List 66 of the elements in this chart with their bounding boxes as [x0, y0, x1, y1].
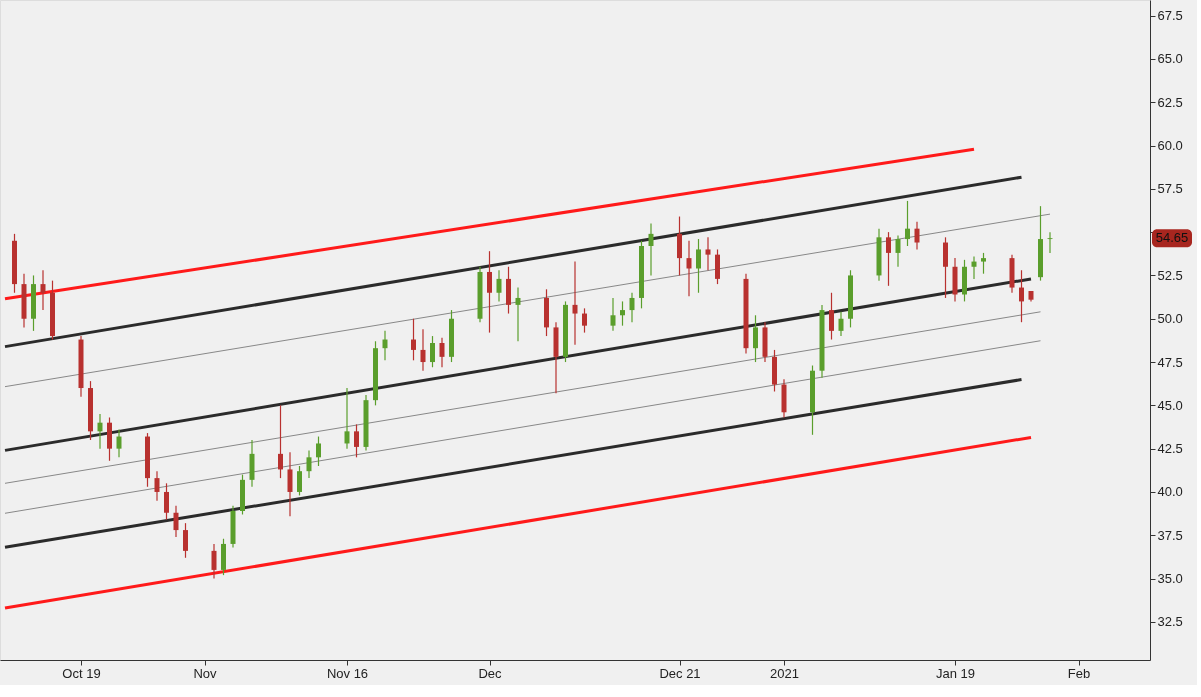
candlestick	[1019, 269, 1024, 323]
candlestick	[753, 314, 758, 363]
candlestick	[895, 234, 901, 268]
candlestick	[838, 311, 844, 337]
candlestick	[705, 236, 711, 271]
candlestick	[154, 470, 160, 502]
x-tick-label: Jan 19	[935, 665, 976, 681]
candlestick	[354, 423, 359, 458]
x-tick-label: Nov 16	[326, 665, 369, 681]
candlestick	[316, 435, 321, 467]
candlestick	[496, 269, 502, 303]
candlestick	[620, 300, 625, 327]
x-tick-label: Dec 21	[659, 665, 701, 681]
y-tick-label: 40.0	[1157, 484, 1183, 500]
candlestick	[420, 328, 426, 372]
x-tick-label: 2021	[770, 665, 799, 681]
y-tick-label: 62.5	[1157, 94, 1183, 110]
candlestick	[648, 222, 654, 277]
x-tick-label: Dec	[478, 665, 503, 681]
candlestick	[306, 449, 312, 479]
y-tick-label: 65.0	[1157, 51, 1183, 67]
candlestick	[97, 413, 103, 450]
candlestick	[829, 292, 834, 341]
y-tick-label: 67.5	[1157, 8, 1183, 24]
candlestick	[278, 404, 283, 479]
candlestick	[1047, 231, 1053, 254]
candlestick	[981, 252, 986, 275]
candlestick	[430, 335, 435, 368]
y-tick-label: 50.0	[1157, 311, 1183, 327]
x-tick-label: Feb	[1067, 665, 1091, 681]
candlestick	[173, 505, 179, 538]
candlestick	[487, 250, 492, 334]
candlestick	[382, 330, 388, 361]
candlestick	[116, 429, 122, 458]
candlestick	[411, 318, 416, 361]
candlestick	[905, 200, 910, 247]
candlestick	[610, 297, 616, 332]
y-tick-label: 45.0	[1157, 397, 1183, 413]
candlestick	[696, 238, 701, 294]
candlestick	[572, 260, 578, 346]
x-tick-label: Nov	[193, 665, 218, 681]
x-tick-label: Oct 19	[62, 665, 101, 681]
y-tick-label: 47.5	[1157, 354, 1183, 370]
candlestick	[164, 482, 169, 521]
y-tick-label: 32.5	[1157, 614, 1183, 630]
candlestick	[439, 337, 445, 368]
y-tick-label: 57.5	[1157, 181, 1183, 197]
candlestick	[211, 543, 217, 580]
y-tick-label: 60.0	[1157, 138, 1183, 154]
candlestick	[914, 221, 920, 251]
candlestick	[344, 387, 350, 450]
candlestick	[287, 451, 293, 517]
candlestick	[886, 231, 891, 287]
candlestick	[40, 269, 46, 311]
y-tick-label: 35.0	[1157, 571, 1183, 587]
text: 54.65	[1155, 230, 1189, 246]
candlestick	[515, 286, 521, 342]
candlestick	[971, 255, 977, 280]
y-tick-label: 42.5	[1157, 441, 1183, 457]
candlestick	[629, 292, 635, 323]
y-tick-label: 37.5	[1157, 527, 1183, 543]
y-tick-label: 52.5	[1157, 267, 1183, 283]
candlestick	[582, 307, 587, 334]
candlestick	[183, 522, 188, 559]
candlestick	[686, 240, 692, 297]
candlestick	[297, 465, 302, 497]
